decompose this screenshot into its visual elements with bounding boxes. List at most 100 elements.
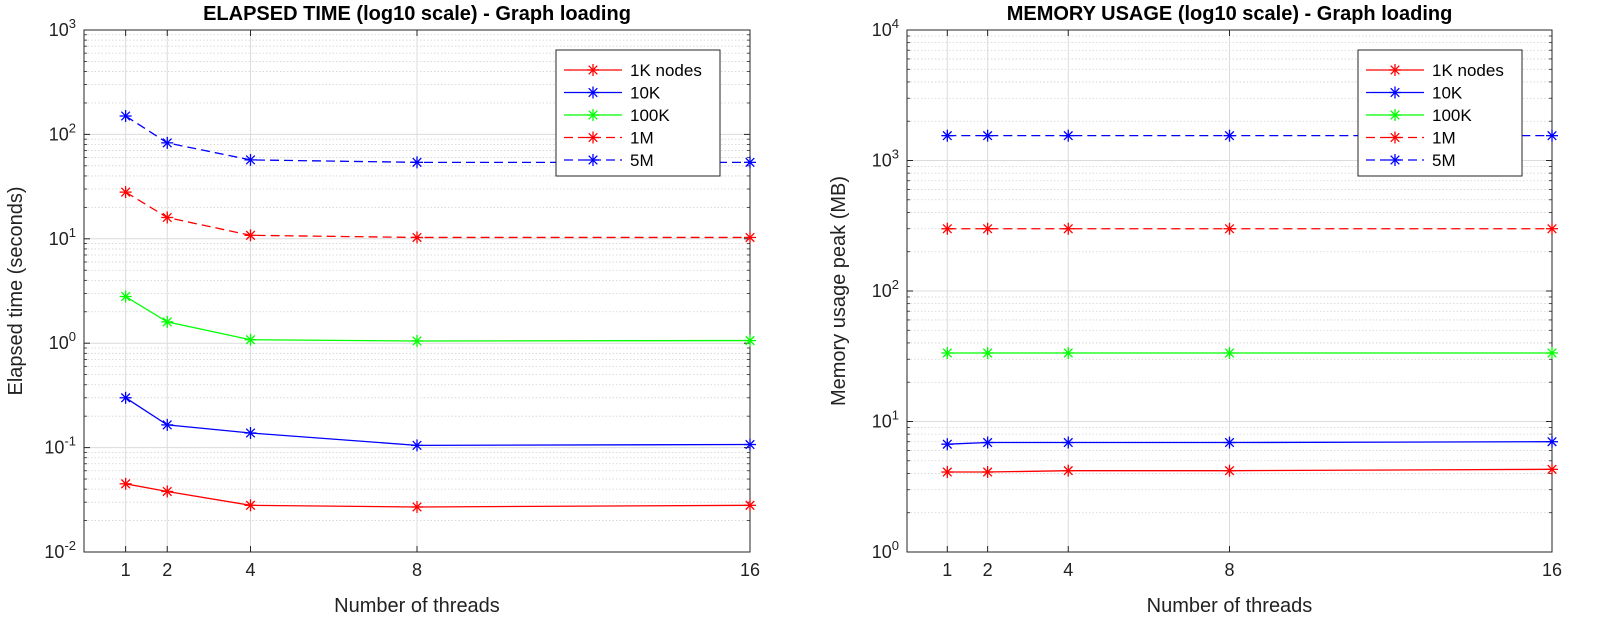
legend-box xyxy=(555,49,721,177)
x-tick-label: 8 xyxy=(412,560,422,580)
data-point xyxy=(161,315,174,328)
legend-label: 1K nodes xyxy=(1432,61,1504,80)
data-point xyxy=(1223,464,1236,477)
y-tick-exponent: 1 xyxy=(69,225,76,240)
data-point xyxy=(411,156,423,169)
legend-marker xyxy=(1389,109,1401,121)
series-100k xyxy=(119,290,756,347)
data-point xyxy=(1546,346,1558,359)
x-tick-label: 1 xyxy=(121,560,131,580)
data-point xyxy=(744,231,756,244)
data-point xyxy=(1223,129,1236,142)
legend-entry: 5M xyxy=(1366,151,1456,170)
data-point xyxy=(941,346,954,359)
y-tick-base: 10 xyxy=(49,124,69,144)
data-point xyxy=(1223,436,1236,449)
legend: 1K nodes 10K 100K 1M 5M xyxy=(555,49,721,177)
data-point xyxy=(744,334,756,347)
y-tick-exponent: 2 xyxy=(69,120,76,135)
chart-title: ELAPSED TIME (log10 scale) - Graph loadi… xyxy=(203,3,631,25)
data-point xyxy=(119,110,132,123)
x-tick-label: 16 xyxy=(1542,560,1562,580)
y-tick-exponent: 3 xyxy=(69,16,76,31)
y-tick-base: 10 xyxy=(49,229,69,249)
y-axis-label: Elapsed time (seconds) xyxy=(5,187,27,396)
data-point xyxy=(941,129,954,142)
y-tick-label: 104 xyxy=(872,16,899,40)
y-tick-label: 101 xyxy=(49,225,76,249)
y-tick-exponent: -2 xyxy=(64,538,76,553)
x-tick-label: 2 xyxy=(162,560,172,580)
legend-marker xyxy=(1389,64,1401,76)
x-tick-label: 1 xyxy=(942,560,952,580)
y-tick-base: 10 xyxy=(872,412,892,432)
y-tick-base: 10 xyxy=(872,151,892,171)
y-tick-label: 103 xyxy=(49,16,76,40)
series-10k xyxy=(941,435,1558,451)
y-tick-base: 10 xyxy=(49,20,69,40)
data-point xyxy=(744,438,756,451)
legend-label: 100K xyxy=(1432,106,1472,125)
data-point xyxy=(119,186,132,199)
legend-marker xyxy=(1389,154,1401,166)
y-tick-label: 102 xyxy=(49,120,76,144)
y-tick-base: 10 xyxy=(872,281,892,301)
legend-label: 1M xyxy=(1432,129,1456,148)
data-point xyxy=(119,477,132,490)
data-point xyxy=(981,436,994,449)
legend-entry: 100K xyxy=(1366,106,1472,125)
series-1m xyxy=(941,222,1558,235)
y-tick-exponent: 0 xyxy=(892,538,899,553)
data-point xyxy=(1223,346,1236,359)
x-tick-label: 2 xyxy=(983,560,993,580)
legend-label: 1K nodes xyxy=(630,61,702,80)
series-5m xyxy=(119,110,756,169)
data-point xyxy=(244,499,257,512)
data-point xyxy=(244,153,257,166)
y-tick-base: 10 xyxy=(49,333,69,353)
data-point xyxy=(981,222,994,235)
data-point xyxy=(1062,129,1075,142)
legend-label: 5M xyxy=(630,151,654,170)
x-tick-label: 4 xyxy=(1063,560,1073,580)
data-point xyxy=(941,438,954,451)
series-5m xyxy=(941,129,1558,142)
y-tick-label: 102 xyxy=(872,277,899,301)
y-tick-label: 100 xyxy=(49,329,76,353)
series-10k xyxy=(119,391,756,452)
data-point xyxy=(161,485,174,498)
x-tick-label: 8 xyxy=(1224,560,1234,580)
y-tick-label: 103 xyxy=(872,147,899,171)
legend-marker xyxy=(587,109,599,121)
y-tick-base: 10 xyxy=(44,438,64,458)
data-point xyxy=(1062,346,1075,359)
x-tick-label: 4 xyxy=(245,560,255,580)
data-point xyxy=(119,290,132,303)
legend-marker xyxy=(587,131,599,144)
data-point xyxy=(411,439,423,452)
y-tick-label: 10-2 xyxy=(44,538,76,562)
x-tick-label: 16 xyxy=(740,560,760,580)
y-tick-exponent: 1 xyxy=(892,408,899,423)
data-point xyxy=(244,333,257,346)
data-point xyxy=(941,466,954,479)
legend-entry: 10K xyxy=(1366,84,1463,103)
data-point xyxy=(981,129,994,142)
data-point xyxy=(161,418,174,431)
chart-title: MEMORY USAGE (log10 scale) - Graph loadi… xyxy=(1007,3,1453,25)
data-point xyxy=(1546,129,1558,142)
data-point xyxy=(1546,222,1558,235)
y-tick-exponent: 4 xyxy=(892,16,899,31)
data-point xyxy=(981,346,994,359)
x-axis-label: Number of threads xyxy=(334,595,500,617)
y-tick-base: 10 xyxy=(44,542,64,562)
data-point xyxy=(411,231,423,244)
y-tick-exponent: -1 xyxy=(64,434,76,449)
legend-label: 10K xyxy=(1432,84,1463,103)
y-tick-base: 10 xyxy=(872,20,892,40)
x-axis-label: Number of threads xyxy=(1147,595,1313,617)
legend-entry: 5M xyxy=(564,151,654,170)
